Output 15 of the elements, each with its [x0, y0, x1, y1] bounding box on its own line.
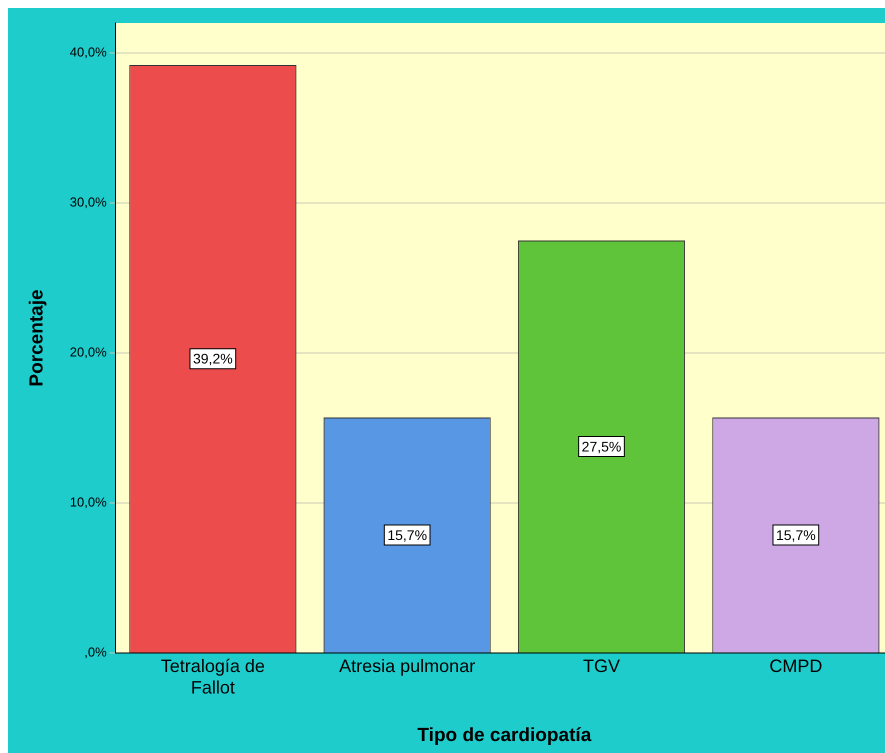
data-label: 39,2%	[192, 350, 233, 367]
y-tick-label: 30,0%	[70, 194, 108, 210]
x-tick-label: Tetralogía de Fallot	[160, 656, 265, 698]
x-tick-label: TGV	[582, 656, 620, 676]
y-tick-label: 10,0%	[70, 494, 108, 510]
y-tick-label: 40,0%	[70, 44, 108, 60]
x-tick-label: CMPD	[769, 656, 822, 676]
data-label: 15,7%	[776, 526, 816, 543]
data-label: 27,5%	[582, 438, 622, 454]
x-tick-label: Atresia pulmonar	[339, 656, 476, 676]
y-tick-label: ,0%	[84, 644, 108, 660]
data-label: 15,7%	[387, 526, 428, 543]
x-axis-title: Tipo de cardiopatía	[417, 724, 592, 746]
y-axis-title: Porcentaje	[26, 289, 48, 387]
y-tick-label: 20,0%	[70, 344, 108, 360]
